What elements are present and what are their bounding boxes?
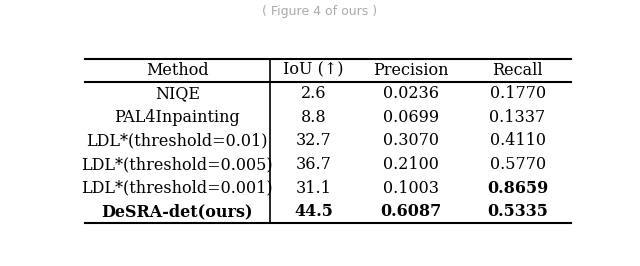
Text: 0.2100: 0.2100 xyxy=(383,156,438,173)
Text: 0.1003: 0.1003 xyxy=(383,180,438,197)
Text: 0.3070: 0.3070 xyxy=(383,132,438,149)
Text: 2.6: 2.6 xyxy=(301,85,326,102)
Text: DeSRA-det(ours): DeSRA-det(ours) xyxy=(102,203,253,220)
Text: 0.5770: 0.5770 xyxy=(490,156,546,173)
Text: Precision: Precision xyxy=(373,62,449,79)
Text: Recall: Recall xyxy=(492,62,543,79)
Text: 0.4110: 0.4110 xyxy=(490,132,545,149)
Text: 0.0236: 0.0236 xyxy=(383,85,438,102)
Text: ( Figure 4 of ours ): ( Figure 4 of ours ) xyxy=(262,5,378,18)
Text: LDL*(threshold=0.005): LDL*(threshold=0.005) xyxy=(81,156,273,173)
Text: 36.7: 36.7 xyxy=(296,156,332,173)
Text: LDL*(threshold=0.001): LDL*(threshold=0.001) xyxy=(81,180,273,197)
Text: 8.8: 8.8 xyxy=(301,109,326,126)
Text: Method: Method xyxy=(146,62,209,79)
Text: 44.5: 44.5 xyxy=(294,203,333,220)
Text: 0.8659: 0.8659 xyxy=(487,180,548,197)
Text: 31.1: 31.1 xyxy=(296,180,332,197)
Text: 32.7: 32.7 xyxy=(296,132,332,149)
Text: 0.0699: 0.0699 xyxy=(383,109,438,126)
Text: LDL*(threshold=0.01): LDL*(threshold=0.01) xyxy=(86,132,268,149)
Text: IoU (↑): IoU (↑) xyxy=(283,62,344,79)
Text: PAL4Inpainting: PAL4Inpainting xyxy=(115,109,240,126)
Text: 0.1337: 0.1337 xyxy=(490,109,546,126)
Text: NIQE: NIQE xyxy=(155,85,200,102)
Text: 0.1770: 0.1770 xyxy=(490,85,546,102)
Text: 0.6087: 0.6087 xyxy=(380,203,441,220)
Text: 0.5335: 0.5335 xyxy=(487,203,548,220)
